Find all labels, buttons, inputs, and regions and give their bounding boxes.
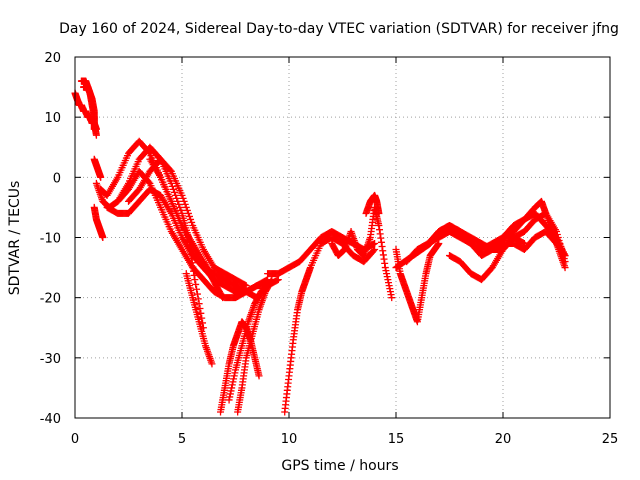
y-tick-label: 10 bbox=[44, 111, 61, 126]
data-point bbox=[371, 240, 379, 248]
data-point bbox=[184, 209, 192, 217]
series-sat-z bbox=[488, 227, 569, 260]
data-point bbox=[176, 203, 184, 211]
series-sat-o bbox=[225, 282, 272, 404]
data-point bbox=[193, 285, 201, 293]
data-point bbox=[197, 309, 205, 317]
data-point bbox=[97, 173, 105, 181]
data-point bbox=[187, 215, 195, 223]
data-point bbox=[172, 191, 180, 199]
data-point bbox=[174, 197, 182, 205]
data-point bbox=[274, 276, 282, 284]
data-point bbox=[255, 372, 263, 380]
data-point bbox=[193, 290, 201, 298]
data-point bbox=[388, 294, 396, 302]
y-tick-label: 0 bbox=[53, 171, 61, 186]
data-point bbox=[180, 197, 188, 205]
data-series bbox=[71, 77, 569, 416]
data-point bbox=[183, 206, 191, 214]
y-tick-label: -30 bbox=[40, 352, 61, 367]
series-sat-x bbox=[446, 209, 569, 284]
y-tick-label: -40 bbox=[40, 412, 61, 427]
series-sat-y bbox=[499, 197, 569, 272]
data-point bbox=[192, 280, 200, 288]
data-point bbox=[219, 294, 227, 302]
x-tick-label: 5 bbox=[178, 432, 186, 447]
x-tick-label: 25 bbox=[602, 432, 619, 447]
data-point bbox=[561, 264, 569, 272]
data-point bbox=[208, 360, 216, 368]
series-sat-t bbox=[392, 240, 443, 326]
series-sat-c bbox=[80, 83, 100, 139]
series-sat-p bbox=[281, 234, 379, 416]
series-sat-l bbox=[182, 270, 216, 368]
data-point bbox=[196, 304, 204, 312]
series-sat-r bbox=[328, 203, 396, 302]
data-point bbox=[173, 194, 181, 202]
data-point bbox=[171, 188, 179, 196]
x-axis-label: GPS time / hours bbox=[281, 458, 398, 474]
y-tick-label: 20 bbox=[44, 51, 61, 66]
data-point bbox=[182, 203, 190, 211]
y-tick-label: -20 bbox=[40, 292, 61, 307]
data-point bbox=[194, 295, 202, 303]
data-point bbox=[264, 282, 272, 290]
series-sat-k bbox=[146, 155, 227, 302]
series-sat-s bbox=[362, 191, 383, 217]
data-point bbox=[561, 252, 569, 260]
data-point bbox=[375, 209, 383, 217]
data-point bbox=[242, 282, 250, 290]
data-point bbox=[166, 166, 174, 174]
data-point bbox=[198, 314, 206, 322]
data-point bbox=[179, 194, 187, 202]
data-point bbox=[185, 212, 193, 220]
data-point bbox=[175, 200, 183, 208]
data-point bbox=[191, 276, 199, 284]
data-point bbox=[195, 300, 203, 308]
y-tick-label: -10 bbox=[40, 232, 61, 247]
data-point bbox=[268, 276, 276, 284]
data-point bbox=[181, 200, 189, 208]
data-point bbox=[188, 218, 196, 226]
axis-ticks: 0 5 10 15 20 25 -40 -30 -20 -10 0 10 20 bbox=[40, 51, 619, 447]
series-sat-d bbox=[90, 155, 105, 181]
x-tick-label: 20 bbox=[495, 432, 512, 447]
series-sat-h bbox=[103, 185, 261, 302]
data-point bbox=[371, 246, 379, 254]
y-axis-label: SDTVAR / TECUs bbox=[7, 181, 23, 296]
data-point bbox=[99, 234, 107, 241]
data-point bbox=[435, 240, 443, 248]
series-sat-e bbox=[90, 203, 107, 241]
series-sat-i bbox=[114, 143, 207, 332]
x-tick-label: 15 bbox=[388, 432, 405, 447]
data-point bbox=[370, 247, 378, 255]
data-point bbox=[92, 131, 100, 139]
x-tick-label: 10 bbox=[281, 432, 298, 447]
data-point bbox=[178, 191, 186, 199]
chart-title: Day 160 of 2024, Sidereal Day-to-day VTE… bbox=[59, 21, 619, 37]
x-tick-label: 0 bbox=[71, 432, 79, 447]
data-point bbox=[560, 250, 568, 258]
data-point bbox=[169, 185, 177, 193]
